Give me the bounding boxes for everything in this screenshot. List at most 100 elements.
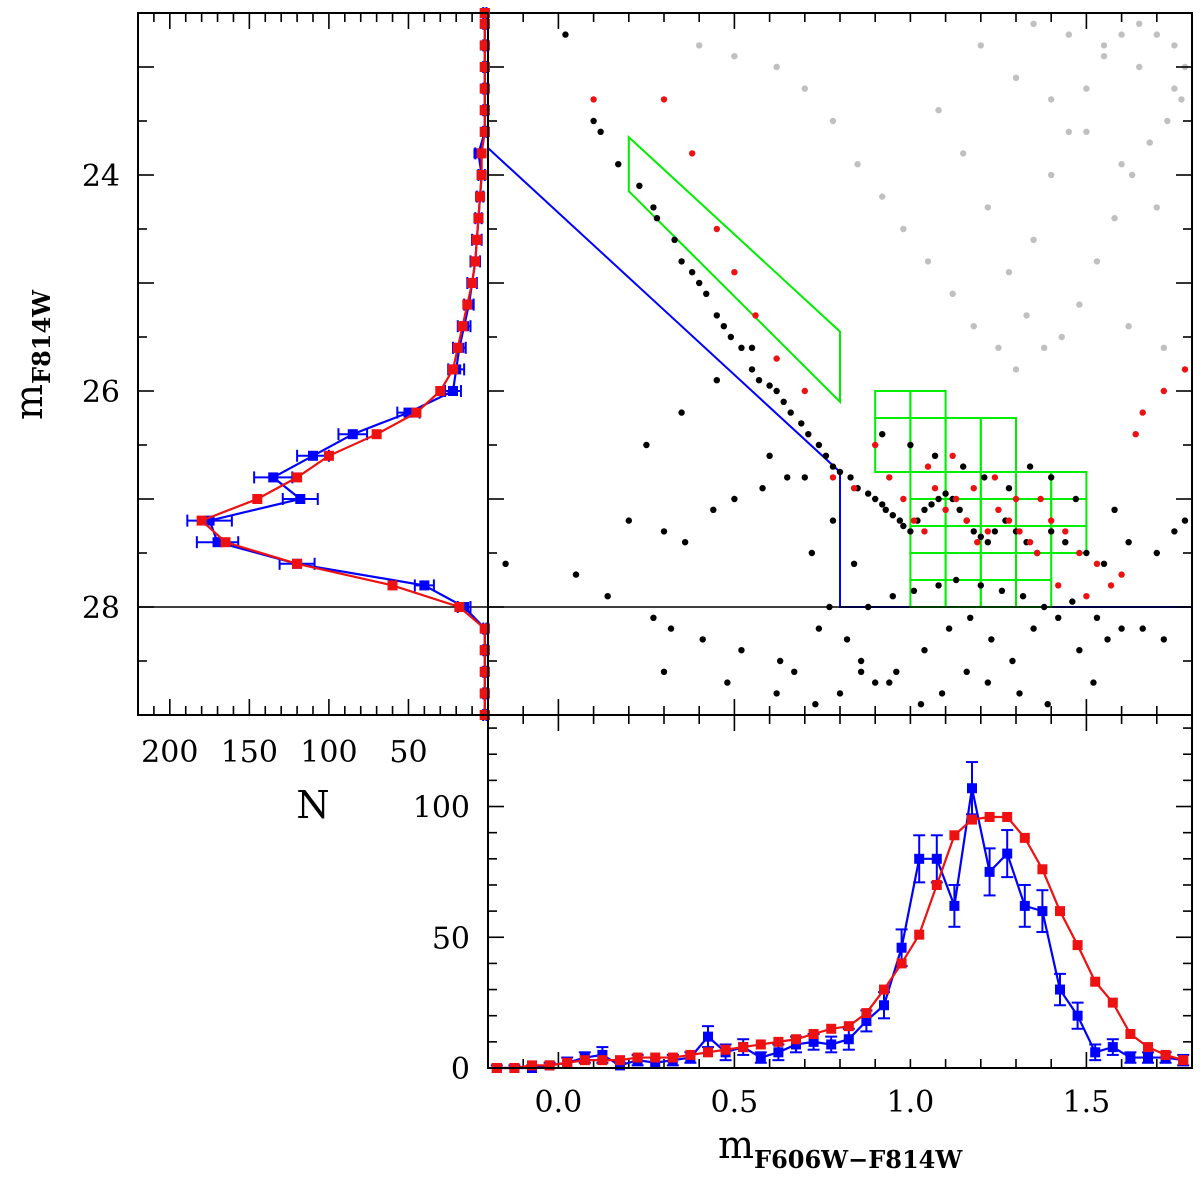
- lf-marker: [479, 688, 490, 699]
- grid-box: [1050, 471, 1088, 500]
- cmd-point: [1171, 528, 1178, 535]
- cmd-point: [1048, 474, 1055, 481]
- grid-box: [1015, 552, 1053, 581]
- cmd-point: [776, 657, 784, 665]
- cmd-point: [879, 193, 886, 200]
- cmd-point: [984, 528, 992, 535]
- cmd-point: [738, 344, 745, 351]
- lf-marker: [462, 299, 473, 310]
- cmd-point: [1005, 485, 1013, 492]
- cmd-point: [1118, 31, 1125, 38]
- histogram-series: [490, 761, 1190, 1073]
- cmd-point: [604, 593, 611, 600]
- hist-marker: [1107, 997, 1118, 1008]
- cmd-point: [1040, 603, 1048, 611]
- cmd-point: [960, 463, 967, 470]
- cmd-point: [1100, 560, 1108, 567]
- hist-marker: [527, 1060, 537, 1071]
- hist-marker: [843, 1034, 854, 1045]
- lf-marker: [411, 407, 422, 418]
- hist-marker: [826, 1039, 837, 1050]
- cmd-point: [1083, 128, 1090, 135]
- cmd-point: [1160, 387, 1168, 395]
- lf-frame: [137, 12, 489, 716]
- hist-marker: [615, 1055, 625, 1066]
- lf-marker: [196, 515, 207, 526]
- hist-marker: [755, 1039, 766, 1050]
- hist-marker: [931, 879, 942, 890]
- cmd-point: [995, 506, 1002, 513]
- cmd-point: [907, 441, 914, 449]
- cmd-point: [1005, 517, 1013, 524]
- hist-marker: [1019, 832, 1030, 843]
- cmd-point: [949, 452, 956, 459]
- cmd-point: [678, 409, 685, 416]
- lf-marker: [268, 472, 279, 483]
- hist-marker: [685, 1049, 696, 1060]
- hist-marker: [703, 1047, 713, 1058]
- lf-marker: [479, 666, 490, 677]
- cmd-point: [879, 431, 886, 438]
- cmd-point: [1153, 549, 1161, 557]
- grid-box: [944, 552, 982, 581]
- hist-marker: [597, 1055, 608, 1066]
- hist-marker: [615, 1060, 625, 1071]
- cmd-point: [977, 582, 984, 589]
- cmd-point: [562, 31, 569, 38]
- cmd-point: [829, 474, 837, 481]
- grid-box: [909, 525, 947, 554]
- hist-marker: [1037, 906, 1048, 917]
- cmd-panel: [138, 12, 1193, 716]
- cmd-point: [1164, 117, 1171, 125]
- histogram-frame: [487, 714, 1193, 1069]
- hist-marker: [632, 1052, 643, 1063]
- cmd-point: [696, 279, 703, 287]
- cmd-point: [748, 344, 756, 351]
- hist-marker: [1055, 984, 1065, 995]
- cmd-point: [660, 668, 668, 675]
- cmd-point: [660, 528, 668, 535]
- cmd-point: [1016, 528, 1023, 535]
- grid-box: [1050, 498, 1088, 527]
- grid-box: [909, 552, 947, 581]
- hist-y-tick-label: 100: [413, 791, 470, 826]
- cmd-point: [766, 382, 773, 389]
- lf-marker: [419, 580, 430, 591]
- cmd-point: [991, 528, 999, 535]
- cmd-point: [1083, 593, 1090, 600]
- cmd-point: [1093, 560, 1101, 567]
- hist-marker: [1002, 811, 1013, 822]
- lf-ticks: 24 26 28 200 150 100 50: [82, 13, 473, 770]
- cmd-point: [886, 474, 893, 481]
- cmd-point: [1012, 495, 1020, 503]
- lf-marker: [479, 83, 490, 94]
- cmd-point: [1023, 312, 1030, 319]
- cmd-point: [752, 312, 759, 319]
- grid-box: [979, 579, 1017, 608]
- cmd-point: [854, 161, 861, 168]
- cmd-point: [1111, 215, 1118, 222]
- hist-marker: [826, 1023, 837, 1034]
- lf-marker: [371, 429, 382, 440]
- grid-box: [909, 471, 947, 500]
- cmd-point: [970, 528, 977, 535]
- lf-line: [199, 13, 486, 715]
- cmd-point: [970, 485, 977, 492]
- hist-marker: [1107, 1042, 1118, 1053]
- cmd-point: [1012, 366, 1020, 373]
- hist-marker: [650, 1052, 661, 1063]
- cmd-point: [738, 647, 745, 654]
- hist-line: [496, 815, 1184, 1070]
- hist-marker: [791, 1039, 801, 1050]
- hist-marker: [914, 929, 925, 940]
- hist-marker: [861, 1015, 872, 1026]
- cmd-point: [1065, 128, 1073, 135]
- hist-marker: [562, 1057, 573, 1068]
- cmd-point: [921, 647, 928, 654]
- cmd-point: [696, 42, 703, 49]
- lf-x-axis-title: N: [296, 783, 329, 827]
- cmd-point: [1065, 31, 1073, 38]
- hist-marker: [861, 1008, 872, 1019]
- cmd-point: [998, 587, 1006, 594]
- cmd-point: [681, 539, 689, 546]
